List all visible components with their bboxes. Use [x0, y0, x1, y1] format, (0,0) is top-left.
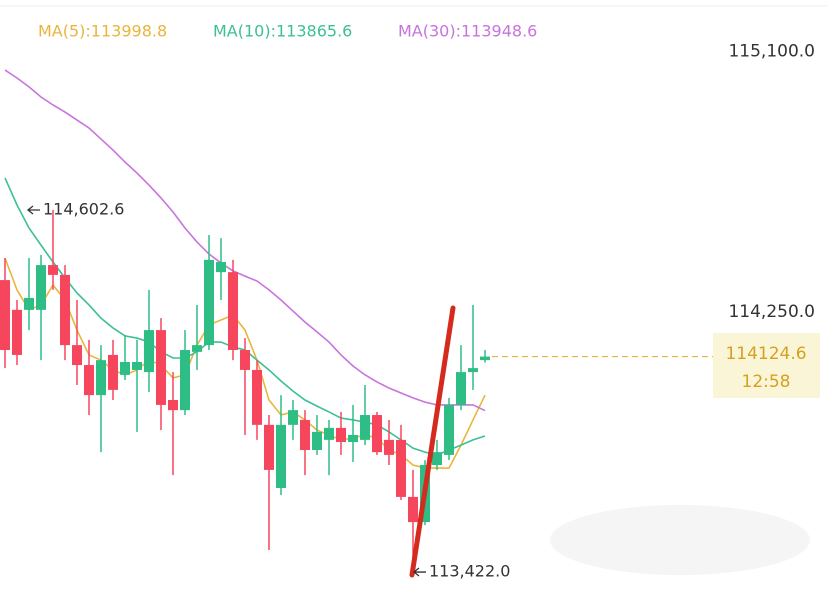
candle-body — [408, 496, 418, 523]
candle-body — [144, 330, 154, 373]
legend-entry: MA(5):113998.8 — [38, 22, 167, 41]
candle-body — [336, 427, 346, 443]
candle-body — [468, 368, 478, 373]
candle-body — [432, 452, 442, 466]
candle-body — [300, 419, 310, 450]
candle-body — [480, 356, 490, 361]
y-tick-label: 115,100.0 — [728, 41, 815, 61]
annotation-label: 114,602.6 — [43, 200, 124, 219]
candle-body — [132, 361, 142, 370]
annotation-arrow — [26, 205, 40, 215]
legend-entry: MA(10):113865.6 — [213, 22, 352, 41]
candle-body — [312, 431, 322, 450]
candle-body — [444, 404, 454, 455]
candle-body — [324, 427, 334, 440]
candle-body — [168, 400, 178, 411]
candle-body — [216, 262, 226, 273]
candle-body — [372, 415, 382, 453]
candle-body — [156, 330, 166, 405]
drawn-trend-line — [409, 305, 456, 578]
ma-line — [4, 69, 486, 412]
candle-body — [360, 415, 370, 440]
candle-body — [288, 410, 298, 425]
candle-body — [12, 309, 22, 355]
candle-body — [192, 345, 202, 352]
legend-entry: MA(30):113948.6 — [398, 22, 537, 41]
countdown-label: 12:58 — [742, 372, 791, 392]
candle-body — [228, 272, 238, 351]
candle-body — [396, 439, 406, 497]
annotation-arrow — [412, 567, 426, 577]
candle-body — [204, 259, 214, 346]
watermark-blur — [550, 505, 810, 575]
candle-body — [36, 265, 46, 310]
y-tick-label: 114,250.0 — [728, 302, 815, 322]
candle-body — [0, 280, 10, 351]
candle-body — [84, 365, 94, 396]
candle-body — [348, 434, 358, 443]
candle-body — [252, 369, 262, 425]
candle-body — [384, 439, 394, 455]
candle-body — [108, 354, 118, 390]
candle-body — [48, 265, 58, 275]
plot-area — [0, 69, 490, 573]
annotation-label: 113,422.0 — [429, 562, 510, 581]
candle-body — [24, 297, 34, 310]
candle-body — [456, 372, 466, 405]
candle-body — [180, 350, 190, 411]
candle-body — [264, 424, 274, 470]
candle-body — [120, 361, 130, 375]
price-box — [713, 333, 820, 398]
candle-body — [96, 360, 106, 396]
candle-body — [240, 350, 250, 370]
candle-body — [72, 345, 82, 366]
candle-body — [276, 424, 286, 489]
candle-body — [60, 274, 70, 346]
current-price-label: 114124.6 — [725, 344, 806, 364]
